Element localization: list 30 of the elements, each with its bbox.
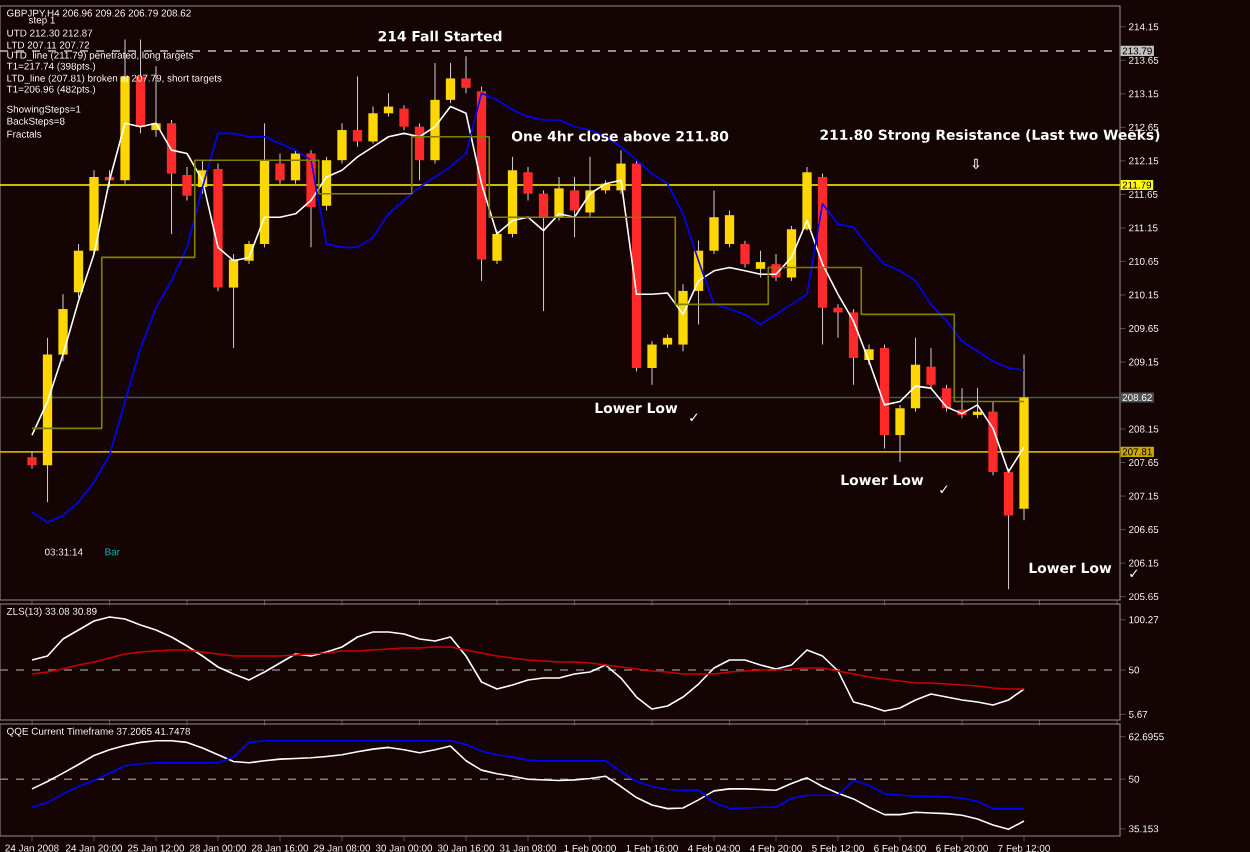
candlestick (368, 106, 378, 144)
candlestick (73, 243, 84, 299)
candlestick (445, 62, 456, 104)
candlestick (926, 347, 936, 389)
candlestick (724, 209, 735, 248)
line-series (31, 616, 1025, 712)
candlestick (833, 303, 843, 339)
candlestick (352, 75, 363, 148)
candlestick (275, 152, 285, 185)
candlestick (523, 166, 533, 201)
candlestick (1003, 468, 1014, 590)
candlestick (910, 337, 921, 413)
candlestick (755, 250, 766, 279)
candlestick (228, 253, 239, 349)
candlestick (290, 149, 301, 185)
candlestick (740, 240, 750, 268)
candlestick (27, 451, 37, 470)
candlestick (182, 166, 192, 201)
candlestick (554, 176, 564, 222)
candlestick (461, 55, 471, 94)
candlestick (58, 293, 68, 362)
candlestick (585, 156, 595, 218)
candlestick (337, 122, 347, 165)
candlestick (569, 176, 580, 238)
candlestick (538, 189, 549, 312)
candlestick (399, 104, 409, 131)
candlestick (647, 340, 657, 386)
candlestick (492, 230, 502, 265)
candlestick (709, 189, 719, 255)
candlestick (895, 404, 905, 463)
